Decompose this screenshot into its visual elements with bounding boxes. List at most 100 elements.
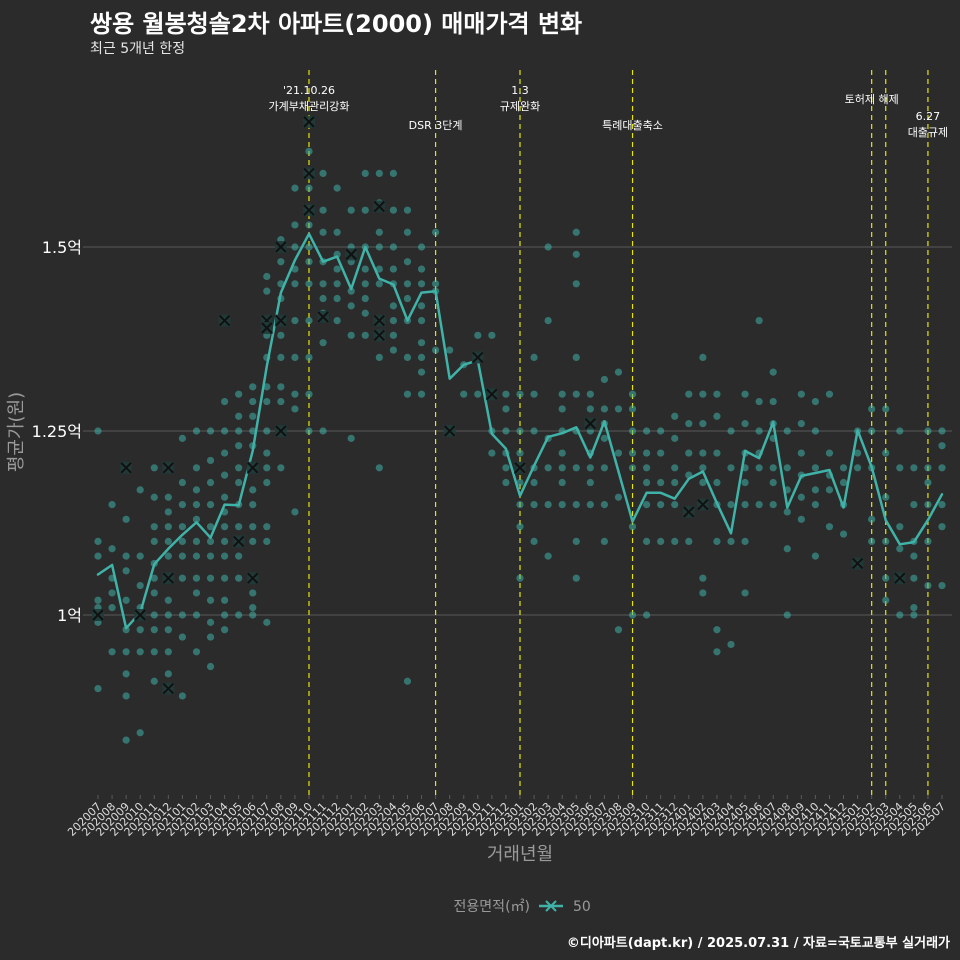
scatter-point bbox=[164, 626, 172, 634]
legend: 전용면적(㎡) 50 bbox=[454, 899, 591, 915]
scatter-point bbox=[206, 456, 215, 465]
scatter-point bbox=[643, 478, 651, 487]
scatter-point bbox=[192, 537, 201, 546]
series-line-50 bbox=[96, 232, 944, 630]
scatter-point bbox=[896, 523, 904, 531]
scatter-point bbox=[164, 670, 172, 678]
scatter-point bbox=[235, 478, 243, 487]
scatter-point bbox=[896, 611, 904, 619]
scatter-point bbox=[741, 501, 749, 509]
scatter-point bbox=[811, 464, 820, 472]
scatter-point bbox=[797, 390, 805, 398]
scatter-point bbox=[319, 280, 327, 288]
scatter-point bbox=[600, 375, 609, 384]
highlight-marker bbox=[218, 314, 231, 327]
scatter-point bbox=[446, 346, 454, 354]
scatter-point bbox=[122, 648, 130, 656]
scatter-point bbox=[811, 397, 820, 406]
scatter-point bbox=[811, 501, 820, 509]
scatter-point bbox=[122, 736, 130, 744]
chart-subtitle: 최근 5개년 한정 bbox=[90, 41, 186, 57]
scatter-point bbox=[249, 383, 257, 391]
scatter-point bbox=[530, 427, 538, 435]
scatter-point bbox=[178, 574, 186, 582]
scatter-point bbox=[375, 169, 383, 177]
highlight-marker bbox=[373, 200, 386, 213]
scatter-point bbox=[403, 294, 412, 303]
highlight-marker bbox=[246, 461, 259, 474]
scatter-point bbox=[741, 478, 749, 487]
scatter-point bbox=[291, 184, 299, 192]
scatter-point bbox=[713, 537, 721, 546]
highlight-marker bbox=[345, 248, 358, 261]
scatter-point bbox=[361, 280, 369, 288]
scatter-point bbox=[291, 353, 299, 361]
scatter-point bbox=[417, 302, 426, 310]
scatter-point bbox=[192, 427, 201, 435]
scatter-point bbox=[868, 515, 876, 523]
highlight-marker bbox=[120, 461, 133, 474]
highlight-marker-stroke bbox=[247, 572, 259, 584]
scatter-point bbox=[192, 574, 201, 582]
scatter-point bbox=[164, 611, 172, 619]
scatter-point bbox=[755, 427, 763, 435]
scatter-point bbox=[291, 317, 299, 325]
scatter-point bbox=[178, 552, 186, 560]
event-label: 특례대출축소 bbox=[602, 119, 663, 132]
scatter-point bbox=[938, 442, 946, 450]
scatter-point bbox=[375, 353, 383, 361]
scatter-point bbox=[263, 464, 271, 472]
scatter-point bbox=[249, 589, 257, 597]
scatter-point bbox=[361, 206, 369, 214]
scatter-point bbox=[924, 427, 932, 435]
scatter-point bbox=[755, 317, 763, 325]
scatter-point bbox=[643, 501, 651, 509]
scatter-point bbox=[375, 464, 383, 472]
scatter-point bbox=[150, 648, 158, 656]
highlight-marker-stroke bbox=[92, 609, 104, 621]
scatter-point bbox=[488, 449, 496, 457]
scatter-point bbox=[882, 537, 890, 546]
highlight-marker-stroke bbox=[514, 462, 526, 474]
scatter-point bbox=[375, 280, 383, 288]
highlight-markers bbox=[92, 115, 906, 695]
scatter-point bbox=[432, 280, 440, 288]
scatter-point bbox=[192, 552, 201, 560]
scatter-point bbox=[249, 397, 257, 406]
scatter-point bbox=[643, 537, 651, 546]
scatter-point bbox=[614, 493, 623, 501]
scatter-point bbox=[938, 501, 946, 509]
scatter-point bbox=[474, 331, 482, 339]
scatter-point bbox=[502, 390, 510, 398]
scatter-point bbox=[333, 294, 341, 303]
scatter-point bbox=[671, 412, 679, 420]
scatter-point bbox=[614, 368, 623, 376]
scatter-point bbox=[94, 596, 102, 604]
scatter-point bbox=[417, 368, 426, 376]
scatter-point bbox=[206, 596, 215, 604]
scatter-point bbox=[657, 427, 665, 435]
scatter-point bbox=[347, 331, 355, 339]
scatter-point bbox=[488, 331, 496, 339]
event-label: 가계부채관리강화 bbox=[269, 100, 350, 113]
scatter-point bbox=[319, 427, 327, 435]
highlight-marker bbox=[317, 310, 330, 323]
scatter-point bbox=[868, 537, 876, 546]
scatter-point bbox=[699, 353, 707, 361]
scatter-point bbox=[122, 692, 130, 700]
scatter-point bbox=[530, 501, 538, 509]
scatter-point bbox=[727, 640, 735, 649]
scatter-point bbox=[150, 493, 158, 501]
scatter-point bbox=[572, 464, 580, 472]
scatter-point bbox=[769, 464, 777, 472]
scatter-point bbox=[558, 405, 566, 413]
scatter-point bbox=[530, 537, 538, 546]
scatter-point bbox=[150, 677, 158, 685]
scatter-point bbox=[277, 331, 285, 339]
scatter-point bbox=[882, 574, 890, 582]
scatter-point bbox=[347, 434, 355, 442]
scatter-point bbox=[94, 685, 102, 693]
highlight-marker bbox=[443, 425, 456, 437]
event-label: 규제완화 bbox=[500, 100, 540, 113]
scatter-point bbox=[94, 537, 102, 546]
